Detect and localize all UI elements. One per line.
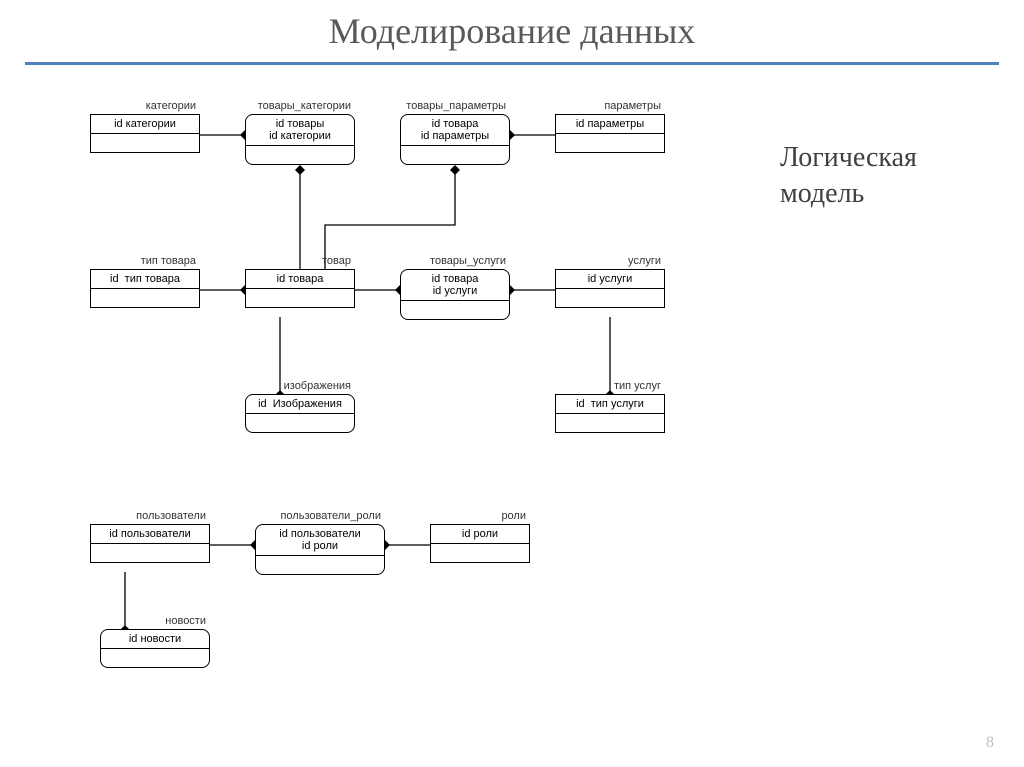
entity-services: услугиid услуги [555, 255, 665, 308]
entity-label: товар [245, 255, 355, 269]
entity-serv_type: тип услугid тип услуги [555, 380, 665, 433]
entity-news: новостиid новости [100, 615, 210, 668]
entity-prod_param: товары_параметрыid товара id параметры [400, 100, 510, 165]
entity-categories: категорииid категории [90, 100, 200, 153]
entity-fields: id Изображения [246, 395, 354, 413]
diagram-canvas: категорииid категориитовары_категорииid … [70, 90, 720, 740]
entity-box: id роли [430, 524, 530, 563]
entity-label: услуги [555, 255, 665, 269]
entity-body [401, 145, 509, 164]
entity-body [431, 543, 529, 562]
entity-label: тип услуг [555, 380, 665, 394]
entity-label: пользователи_роли [255, 510, 385, 524]
entity-box: id тип товара [90, 269, 200, 308]
entity-prod_type: тип товараid тип товара [90, 255, 200, 308]
entity-box: id товара id параметры [400, 114, 510, 165]
entity-box: id категории [90, 114, 200, 153]
entity-body [556, 413, 664, 432]
entity-label: изображения [245, 380, 355, 394]
entity-label: товары_категории [245, 100, 355, 114]
page-number: 8 [986, 734, 994, 752]
entity-body [101, 648, 209, 667]
entity-prod_serv: товары_услугиid товара id услуги [400, 255, 510, 320]
entity-box: id товары id категории [245, 114, 355, 165]
entity-fields: id категории [91, 115, 199, 133]
entity-users: пользователиid пользователи [90, 510, 210, 563]
entity-users_roles: пользователи_ролиid пользователи id роли [255, 510, 385, 575]
entity-product: товарid товара [245, 255, 355, 308]
entity-label: новости [100, 615, 210, 629]
entity-box: id параметры [555, 114, 665, 153]
entity-fields: id товара [246, 270, 354, 288]
slide-subtitle: Логическаямодель [780, 140, 917, 213]
entity-fields: id параметры [556, 115, 664, 133]
entity-roles: ролиid роли [430, 510, 530, 563]
entity-body [246, 145, 354, 164]
entity-fields: id товары id категории [246, 115, 354, 145]
entity-box: id пользователи id роли [255, 524, 385, 575]
entity-box: id новости [100, 629, 210, 668]
entity-fields: id тип услуги [556, 395, 664, 413]
entity-label: товары_услуги [400, 255, 510, 269]
entity-label: роли [430, 510, 530, 524]
entity-box: id товара [245, 269, 355, 308]
entity-prod_cat: товары_категорииid товары id категории [245, 100, 355, 165]
entity-fields: id пользователи [91, 525, 209, 543]
slide-title: Моделирование данных [0, 10, 1024, 52]
entity-body [556, 133, 664, 152]
entity-label: категории [90, 100, 200, 114]
entity-fields: id товара id параметры [401, 115, 509, 145]
entity-box: id тип услуги [555, 394, 665, 433]
entity-fields: id тип товара [91, 270, 199, 288]
entity-label: параметры [555, 100, 665, 114]
entity-fields: id товара id услуги [401, 270, 509, 300]
entity-body [556, 288, 664, 307]
entity-images: изображенияid Изображения [245, 380, 355, 433]
entity-label: тип товара [90, 255, 200, 269]
entity-body [91, 543, 209, 562]
entity-box: id услуги [555, 269, 665, 308]
entity-fields: id пользователи id роли [256, 525, 384, 555]
entity-fields: id услуги [556, 270, 664, 288]
entity-body [246, 288, 354, 307]
entity-box: id пользователи [90, 524, 210, 563]
entity-body [91, 288, 199, 307]
entity-label: пользователи [90, 510, 210, 524]
entity-fields: id новости [101, 630, 209, 648]
entity-body [401, 300, 509, 319]
entity-box: id товара id услуги [400, 269, 510, 320]
title-rule [25, 62, 999, 65]
entity-fields: id роли [431, 525, 529, 543]
entity-label: товары_параметры [400, 100, 510, 114]
entity-body [91, 133, 199, 152]
entity-body [256, 555, 384, 574]
entity-box: id Изображения [245, 394, 355, 433]
entity-body [246, 413, 354, 432]
entity-params: параметрыid параметры [555, 100, 665, 153]
